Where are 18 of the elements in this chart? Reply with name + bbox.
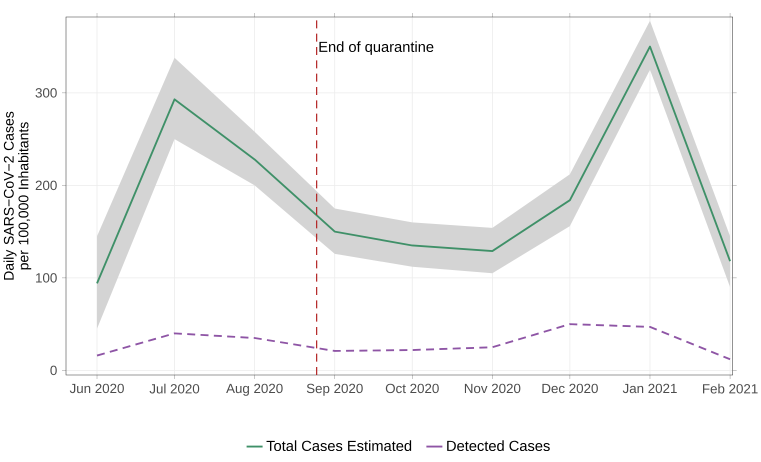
line-series [96, 323, 732, 360]
x-tick-label: Dec 2020 [542, 384, 598, 394]
x-tick-label: Aug 2020 [226, 384, 283, 396]
x-tick-label: Jan 2021 [622, 384, 677, 394]
x-tick-label: Oct 2020 [386, 384, 439, 394]
y-tick-label: 200 [36, 180, 57, 190]
x-tick-label: Sep 2020 [306, 384, 363, 396]
legend-label: Detected Cases [447, 440, 550, 452]
y-tick-label: 100 [36, 273, 57, 283]
ref-line-label: End of quarantine [319, 41, 434, 55]
x-tick-label: Jun 2020 [70, 384, 124, 394]
y-axis-title: Daily SARS−CoV−2 Cases per 100,000 Inhabitants [3, 112, 32, 280]
x-tick-label: Jul 2020 [150, 384, 200, 394]
y-tick-label: 0 [50, 366, 57, 376]
x-tick-label: Feb 2021 [703, 384, 758, 394]
x-tick-label: Nov 2020 [464, 384, 520, 394]
y-tick-label: 300 [36, 88, 57, 98]
legend-label: Total Cases Estimated [266, 440, 412, 452]
